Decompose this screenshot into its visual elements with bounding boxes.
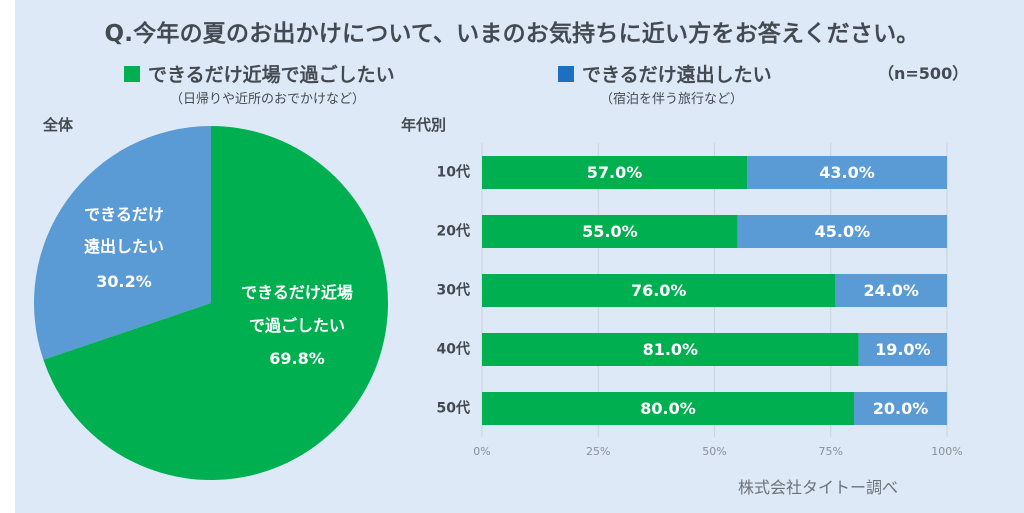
x-tick-label: 25% [586,445,610,458]
bar-value-label: 24.0% [863,281,919,300]
bar-value-label: 57.0% [587,163,643,182]
x-tick-label: 0% [473,445,490,458]
bar-value-label: 81.0% [643,340,699,359]
pie-label: 遠出したい [84,237,164,256]
legend-label: できるだけ遠出したい [582,64,772,86]
category-label: 20代 [437,223,470,240]
pie-slice [34,126,211,360]
bar-segment [854,392,947,425]
bar-value-label: 45.0% [815,222,871,241]
pie-title: 全体 [43,116,74,134]
bar-value-label: 55.0% [582,222,638,241]
pie-value-label: 30.2% [96,272,152,291]
category-label: 10代 [437,164,470,181]
legend-item-nearby: できるだけ近場で過ごしたい [124,60,395,87]
category-label: 50代 [437,400,470,417]
sample-size: （n=500） [878,64,969,83]
x-tick-label: 100% [931,445,962,458]
bar-value-label: 20.0% [873,399,929,418]
bar-segment [835,274,947,307]
bar-value-label: 80.0% [640,399,696,418]
bar-segment [858,333,947,366]
legend-sublabel: （宿泊を伴う旅行など） [600,92,744,107]
x-tick-label: 50% [702,445,726,458]
pie-value-label: 69.8% [269,349,325,368]
x-axis-ticks: 0% 25% 50% 75% 100% [473,445,962,458]
question-title: Q.今年の夏のお出かけについて、いまのお気持ちに近い方をお答えください。 [104,21,920,47]
legend-item-far: できるだけ遠出したい [558,60,772,87]
x-tick-label: 75% [819,445,843,458]
category-label: 40代 [437,341,470,358]
bar-segment [737,215,947,248]
legend-label: できるだけ近場で過ごしたい [148,64,395,86]
pie-label: で過ごしたい [249,316,345,335]
bar-segment [747,156,947,189]
bar-value-label: 43.0% [819,163,875,182]
bar-value-label: 76.0% [631,281,687,300]
bar-chart: 10代 57.0% 43.0% 20代 55.0% 45.0% 30代 76.0% 24.0% 4… [437,156,947,425]
pie-slice [43,126,389,481]
legend-swatch-green [124,66,140,82]
bar-segment [482,215,738,248]
category-label: 30代 [437,282,470,299]
pie-label: できるだけ [84,205,164,224]
legend-sublabel: （日帰りや近所のおでかけなど） [170,92,366,107]
pie-label: できるだけ近場 [241,283,353,302]
pie-chart: できるだけ遠出したい 30.2% できるだけ近場で過ごしたい 69.8% [34,126,389,481]
bar-segment [482,274,836,307]
legend-swatch-blue [558,66,574,82]
bar-segment [482,392,854,425]
bar-value-label: 19.0% [875,340,931,359]
bar-segment [482,333,859,366]
bar-segment [482,156,748,189]
bar-title: 年代別 [401,116,447,134]
source-credit: 株式会社タイトー調べ [738,478,899,497]
